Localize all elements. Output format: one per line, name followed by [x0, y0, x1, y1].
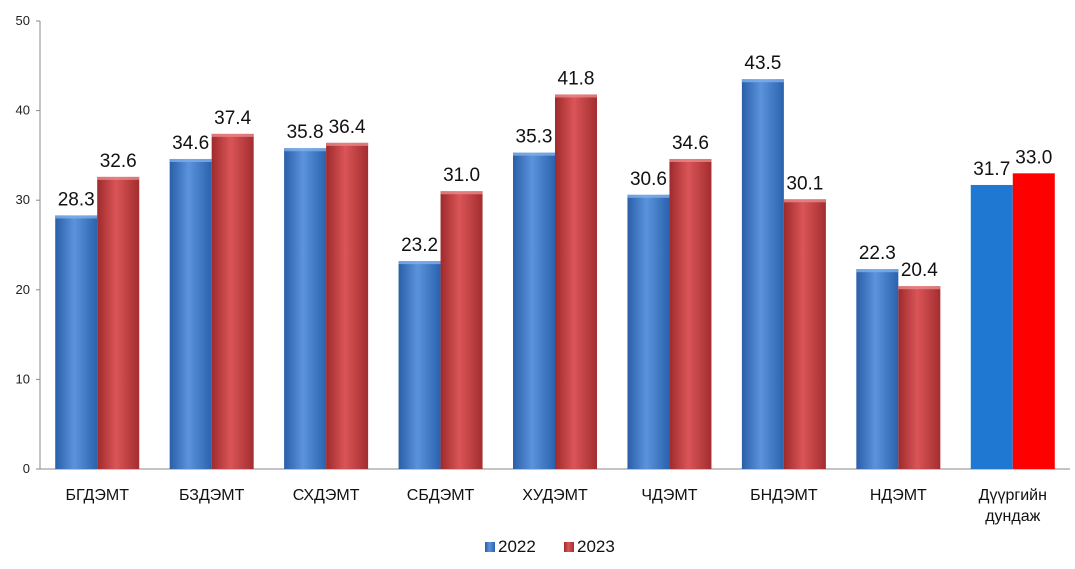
bar-cap-2022 [741, 79, 784, 83]
bar-cap-2023 [669, 158, 712, 162]
x-tick-label: ХУДЭМТ [522, 487, 588, 504]
data-label-2022: 23.2 [401, 235, 438, 256]
bar-2023 [440, 191, 483, 470]
bar-cap-2022 [169, 158, 212, 162]
data-label-2022: 35.8 [287, 122, 324, 143]
bar-cap-2023 [211, 133, 254, 137]
bar-2023 [555, 94, 597, 470]
bar-cap-2023 [440, 191, 483, 195]
bar-cap-2022 [627, 194, 670, 198]
x-tick-label: СХДЭМТ [293, 487, 360, 504]
bar-cap-2022 [856, 269, 899, 273]
legend-swatch-2022 [485, 542, 495, 552]
data-label-2023: 20.4 [901, 260, 938, 281]
x-tick-label: Дүүргийн [979, 487, 1047, 504]
bar-2022 [741, 79, 784, 470]
x-tick-label: дундаж [985, 508, 1040, 525]
x-tick-label: БГДЭМТ [65, 487, 129, 504]
bar-2023 [211, 133, 254, 469]
y-tick-label: 40 [16, 103, 30, 118]
data-label-2023: 41.8 [558, 68, 595, 89]
data-label-2023: 36.4 [329, 117, 366, 138]
bar-cap-2022 [513, 152, 555, 156]
data-label-2022: 28.3 [58, 189, 95, 210]
x-tick-label: НДЭМТ [870, 487, 927, 504]
bar-2023 [898, 286, 941, 469]
y-tick-label: 10 [16, 371, 30, 386]
bar-2023 [669, 158, 712, 469]
y-tick-label: 0 [23, 461, 30, 476]
legend-label-2023: 2023 [577, 537, 615, 556]
data-label-2022: 43.5 [744, 53, 781, 74]
bar-2022 [513, 152, 555, 469]
bar-cap-2023 [898, 286, 941, 290]
bar-2022 [169, 158, 212, 469]
x-tick-label: СБДЭМТ [407, 487, 475, 504]
bar-cap-2023 [97, 176, 140, 180]
bar-2023 [1012, 173, 1055, 469]
data-label-2022: 31.7 [973, 159, 1010, 180]
bar-cap-2023 [555, 94, 597, 98]
bar-cap-2022 [398, 261, 441, 265]
y-tick-label: 50 [16, 13, 30, 28]
bar-2022 [55, 215, 98, 469]
chart-legend: 2022 2023 [485, 537, 615, 556]
legend-label-2022: 2022 [498, 537, 536, 556]
bar-2022 [284, 148, 327, 469]
bar-cap-2023 [326, 142, 369, 146]
bar-2022 [856, 269, 899, 469]
y-tick-label: 30 [16, 192, 30, 207]
data-label-2022: 35.3 [516, 127, 553, 148]
legend-swatch-2023 [564, 542, 574, 552]
bar-cap-2022 [284, 148, 327, 152]
bar-cap-2023 [783, 199, 826, 203]
bar-2022 [970, 184, 1013, 469]
data-label-2023: 33.0 [1015, 147, 1052, 168]
data-label-2023: 31.0 [443, 165, 480, 186]
bar-2022 [627, 194, 670, 469]
data-label-2023: 30.1 [786, 173, 823, 194]
data-label-2023: 37.4 [214, 108, 251, 129]
x-tick-label: БНДЭМТ [750, 487, 818, 504]
x-tick-label: ЧДЭМТ [641, 487, 697, 504]
bar-2023 [326, 142, 369, 469]
bar-2023 [783, 199, 826, 469]
data-label-2023: 34.6 [672, 133, 709, 154]
chart-bars [55, 79, 1055, 470]
data-label-2022: 34.6 [172, 133, 209, 154]
bar-2022 [398, 261, 441, 469]
data-label-2022: 22.3 [859, 243, 896, 264]
x-tick-label: БЗДЭМТ [179, 487, 245, 504]
y-tick-label: 20 [16, 282, 30, 297]
bar-2023 [97, 176, 140, 470]
bar-cap-2022 [55, 215, 98, 219]
data-label-2022: 30.6 [630, 169, 667, 190]
data-label-2023: 32.6 [100, 151, 137, 172]
